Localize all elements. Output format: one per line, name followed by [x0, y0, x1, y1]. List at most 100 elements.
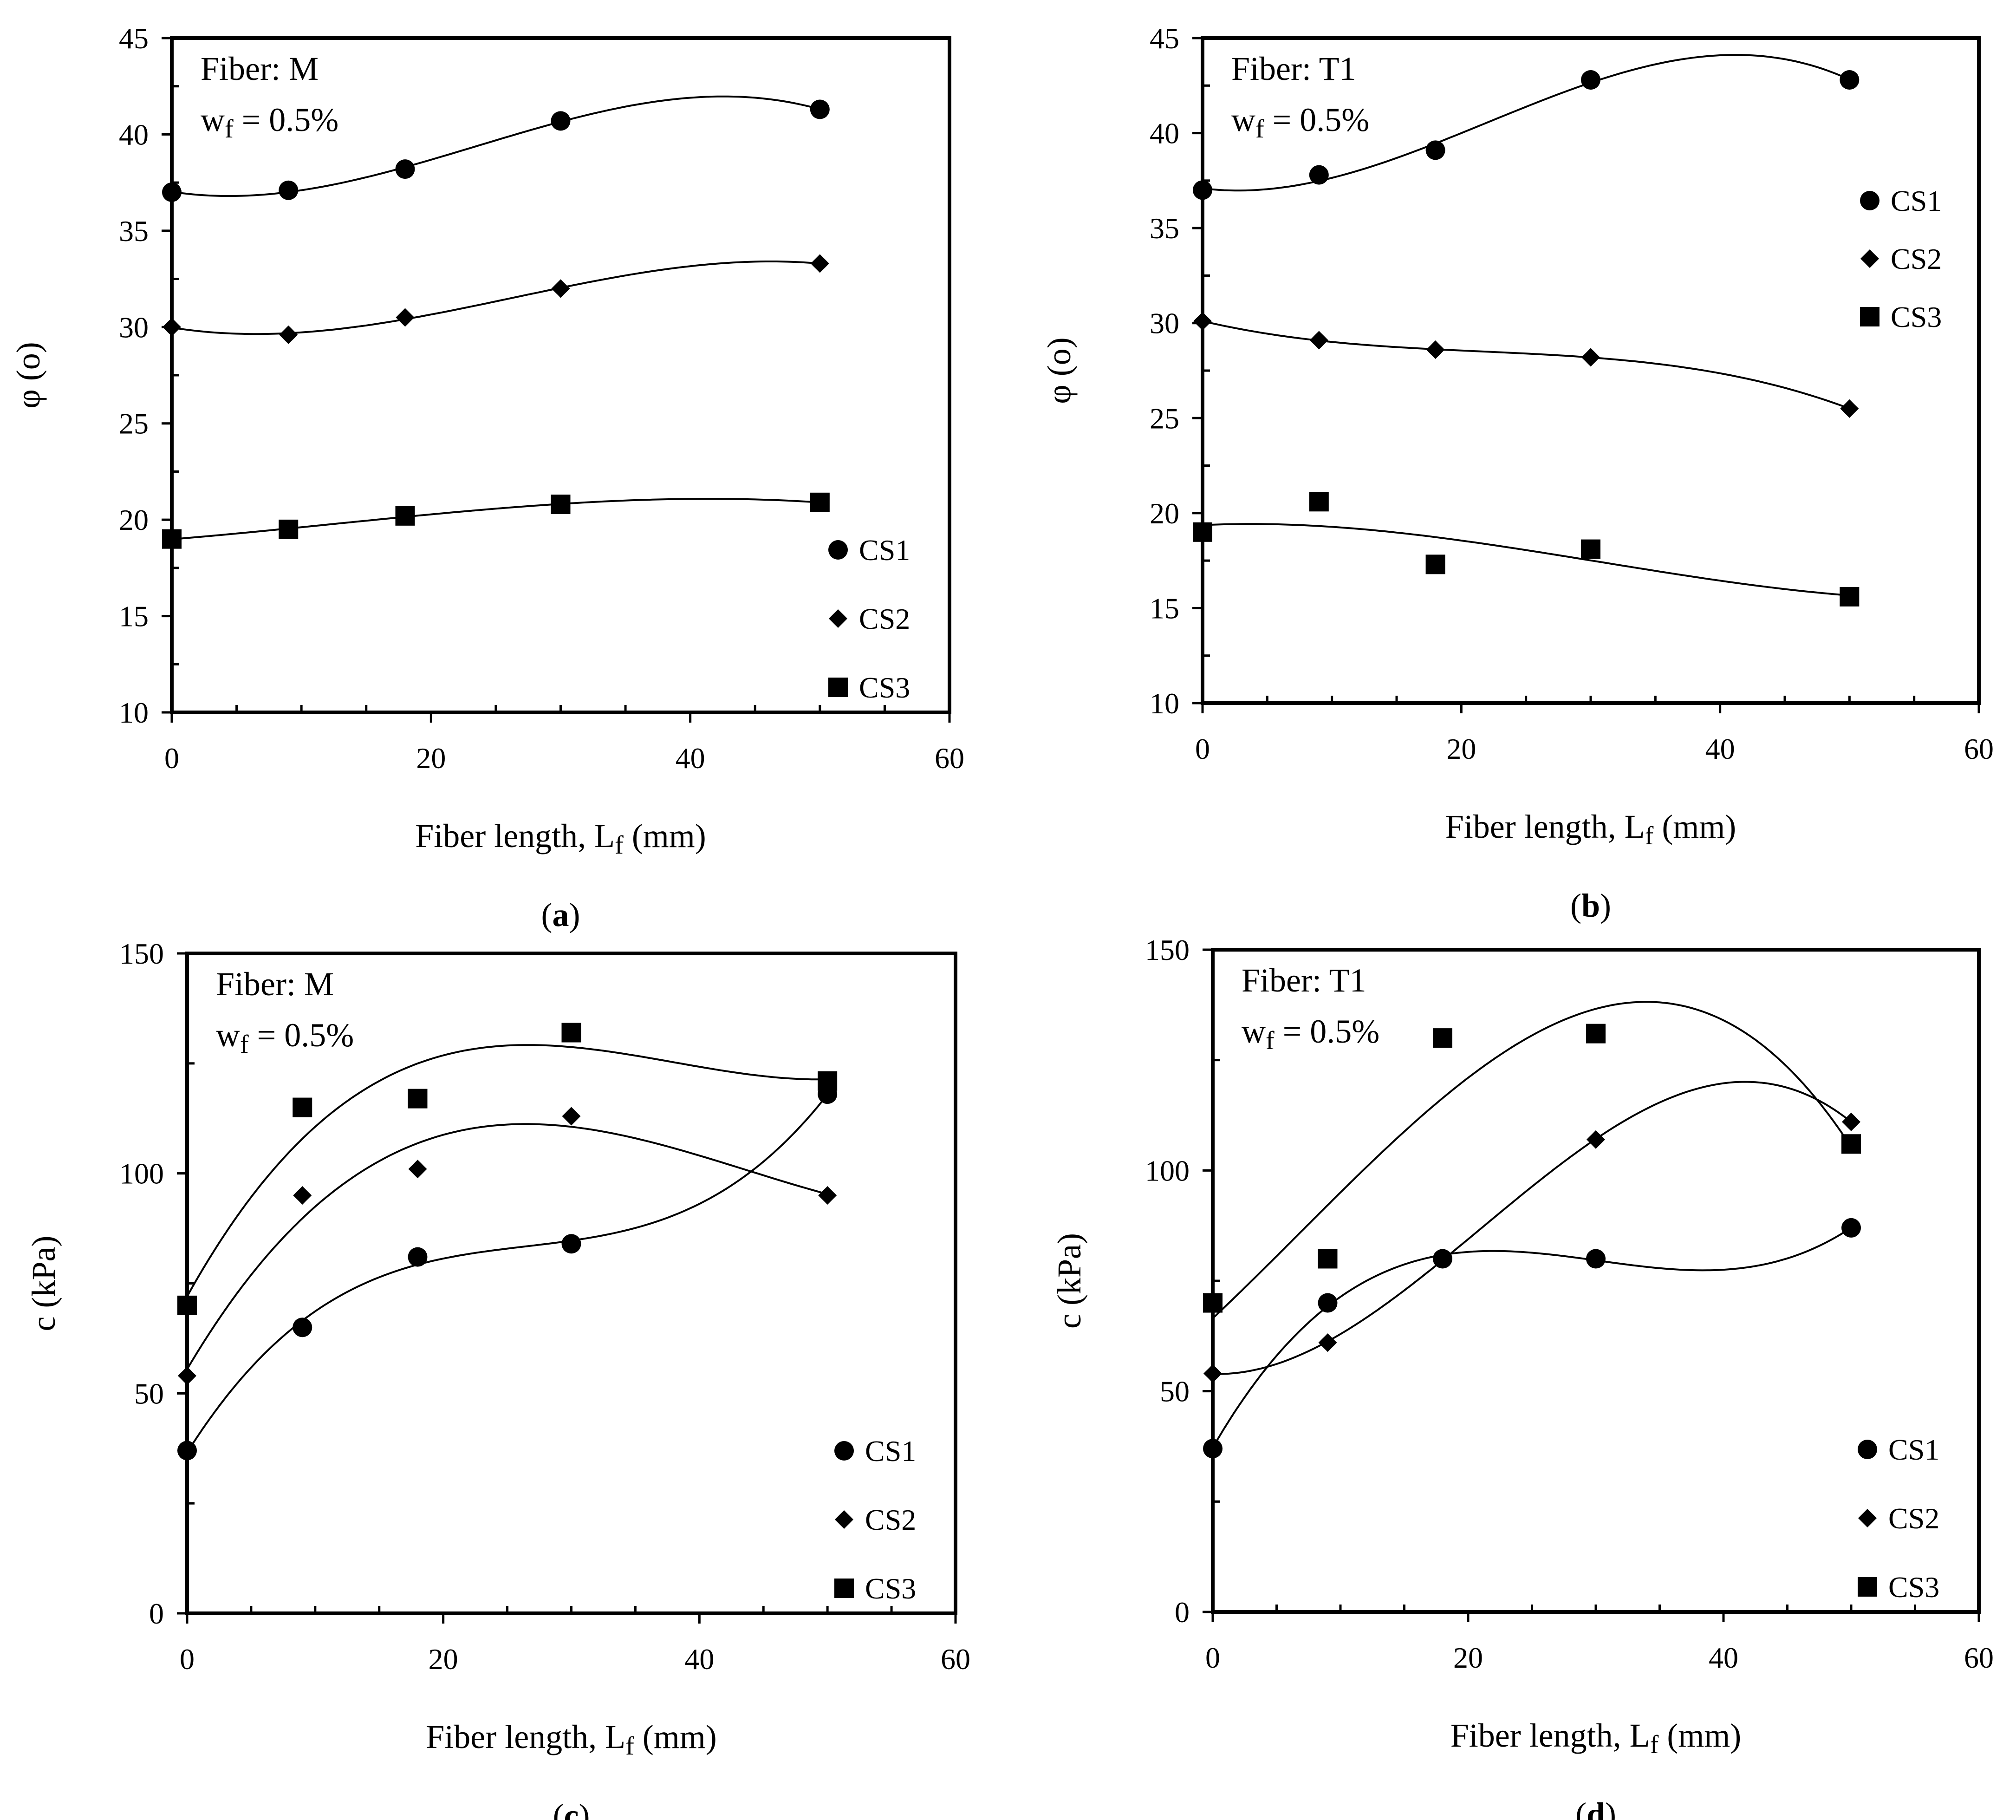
data-point-cs2-b — [1193, 312, 1212, 331]
data-point-cs2-d — [1433, 1249, 1452, 1268]
y-tick-label: 25 — [1150, 402, 1179, 435]
legend-marker-cs1 — [828, 540, 848, 560]
x-tick-label: 40 — [1705, 732, 1735, 765]
data-point-cs2-a — [810, 254, 829, 273]
x-tick-label: 20 — [1453, 1641, 1483, 1674]
panel-b: 10 15 20 25 30 35 40 45 0 20 40 60 Fiber: T1 wf = … — [1041, 22, 1994, 924]
trend-line-cs2-d — [1212, 1081, 1852, 1375]
annotation-wf-a: wf = 0.5% — [201, 101, 338, 144]
x-axis-label-d: Fiber length, Lf (mm) — [1450, 1717, 1742, 1759]
data-point-cs3-d — [1203, 1293, 1223, 1313]
legend-marker-cs1 — [1858, 1440, 1877, 1459]
x-tick-label: 40 — [684, 1643, 714, 1676]
x-tick-label: 0 — [180, 1643, 195, 1676]
y-axis-label-b: φ (o) — [1041, 337, 1078, 404]
y-tick-label: 10 — [119, 696, 149, 729]
trend-line-cs2-a — [171, 261, 820, 335]
x-axis-label-c: Fiber length, Lf (mm) — [426, 1718, 717, 1761]
legend-marker-cs2 — [1860, 249, 1879, 268]
trend-line-cs3-d — [1212, 1001, 1852, 1319]
data-point-cs2-d — [1587, 1130, 1605, 1149]
data-point-cs2-a — [163, 318, 181, 337]
legend-a: CS1 CS2 CS3 — [828, 534, 910, 704]
data-point-cs3-a — [551, 494, 571, 514]
y-tick-label: 100 — [1145, 1154, 1190, 1187]
legend-marker-cs3 — [1860, 307, 1879, 326]
y-tick-label: 20 — [1150, 497, 1179, 530]
data-point-cs2-a — [279, 325, 298, 344]
legend-marker-cs3 — [834, 1579, 854, 1598]
data-point-cs2-b — [1581, 348, 1600, 367]
caption-a: (a) — [541, 896, 580, 933]
legend-label-cs3: CS3 — [1891, 300, 1942, 333]
y-tick-label: 15 — [1150, 592, 1179, 625]
legend-marker-cs3 — [1858, 1577, 1877, 1597]
data-point-cs3-d — [1586, 1024, 1606, 1044]
y-tick-label: 35 — [119, 215, 149, 248]
trend-line-cs2-c — [186, 1123, 828, 1370]
plot-area-a — [170, 36, 951, 714]
panel-a: 10 15 20 25 30 35 40 45 0 20 40 60 Fiber: M wf = 0… — [10, 22, 964, 933]
annotation-fiber-c: Fiber: M — [216, 965, 334, 1003]
caption-d: (d) — [1575, 1796, 1616, 1820]
annotation-wf-b: wf = 0.5% — [1231, 101, 1369, 144]
trend-line-cs1-d — [1212, 1226, 1852, 1448]
legend-label-cs1: CS1 — [859, 534, 910, 567]
data-point-cs3-c — [177, 1295, 197, 1315]
y-axis-label-d: c (kPa) — [1051, 1233, 1088, 1329]
data-point-cs2-c — [408, 1160, 427, 1179]
data-point-cs2-c — [293, 1186, 312, 1205]
data-point-cs3-a — [810, 492, 830, 512]
data-point-cs1-d — [1586, 1249, 1606, 1269]
data-point-cs1-a — [279, 180, 299, 200]
legend-marker-cs2 — [829, 609, 847, 628]
trend-line-cs3-c — [186, 1044, 828, 1297]
data-point-cs1-c — [177, 1441, 197, 1461]
legend-label-cs3: CS3 — [859, 671, 910, 704]
data-point-cs2-c — [178, 1366, 196, 1385]
legend-label-cs3: CS3 — [865, 1572, 916, 1605]
y-tick-label: 50 — [134, 1377, 164, 1410]
panel-d: 0 50 100 150 0 20 40 60 Fiber: T1 wf = 0.5% Fi… — [1051, 933, 1994, 1820]
x-tick-label: 0 — [1205, 1641, 1220, 1674]
y-tick-label: 25 — [119, 407, 149, 440]
annotation-wf-c: wf = 0.5% — [216, 1017, 354, 1059]
x-tick-label: 60 — [935, 742, 964, 775]
data-point-cs1-b — [1193, 180, 1212, 200]
annotation-fiber-b: Fiber: T1 — [1231, 50, 1356, 87]
y-tick-label: 15 — [119, 600, 149, 633]
x-tick-label: 40 — [1709, 1641, 1738, 1674]
legend-label-cs1: CS1 — [1891, 184, 1942, 217]
y-tick-label: 45 — [119, 22, 149, 55]
x-axis-label-b: Fiber length, Lf (mm) — [1445, 808, 1736, 850]
x-tick-label: 60 — [1964, 1641, 1994, 1674]
legend-marker-cs3 — [828, 678, 848, 697]
x-tick-label: 20 — [1446, 732, 1476, 765]
data-point-cs1-d — [1318, 1293, 1338, 1313]
legend-b: CS1 CS2 CS3 — [1860, 184, 1942, 333]
x-tick-label: 40 — [676, 742, 705, 775]
data-point-cs3-b — [1840, 587, 1860, 607]
data-point-cs3-d — [1433, 1028, 1452, 1048]
data-point-cs3-c — [408, 1089, 428, 1109]
data-point-cs3-a — [395, 506, 415, 526]
data-point-cs2-c — [562, 1107, 581, 1126]
data-point-cs1-a — [162, 182, 182, 202]
legend-label-cs1: CS1 — [1888, 1433, 1939, 1466]
y-tick-label: 30 — [1150, 307, 1179, 340]
data-point-cs1-a — [395, 159, 415, 179]
data-point-cs3-b — [1425, 554, 1445, 574]
data-point-cs3-c — [293, 1097, 312, 1117]
x-tick-label: 20 — [429, 1643, 458, 1676]
y-tick-label: 45 — [1150, 22, 1179, 55]
data-point-cs3-a — [279, 519, 299, 539]
caption-b: (b) — [1570, 887, 1611, 924]
trend-line-cs1-c — [186, 1094, 828, 1453]
y-tick-label: 30 — [119, 311, 149, 344]
data-point-cs1-a — [810, 99, 830, 119]
legend-d: CS1 CS2 CS3 — [1858, 1433, 1939, 1604]
data-point-cs2-a — [396, 308, 415, 327]
data-point-cs2-b — [1840, 399, 1859, 418]
data-point-cs1-d — [1841, 1218, 1861, 1238]
legend-label-cs2: CS2 — [1891, 242, 1942, 275]
